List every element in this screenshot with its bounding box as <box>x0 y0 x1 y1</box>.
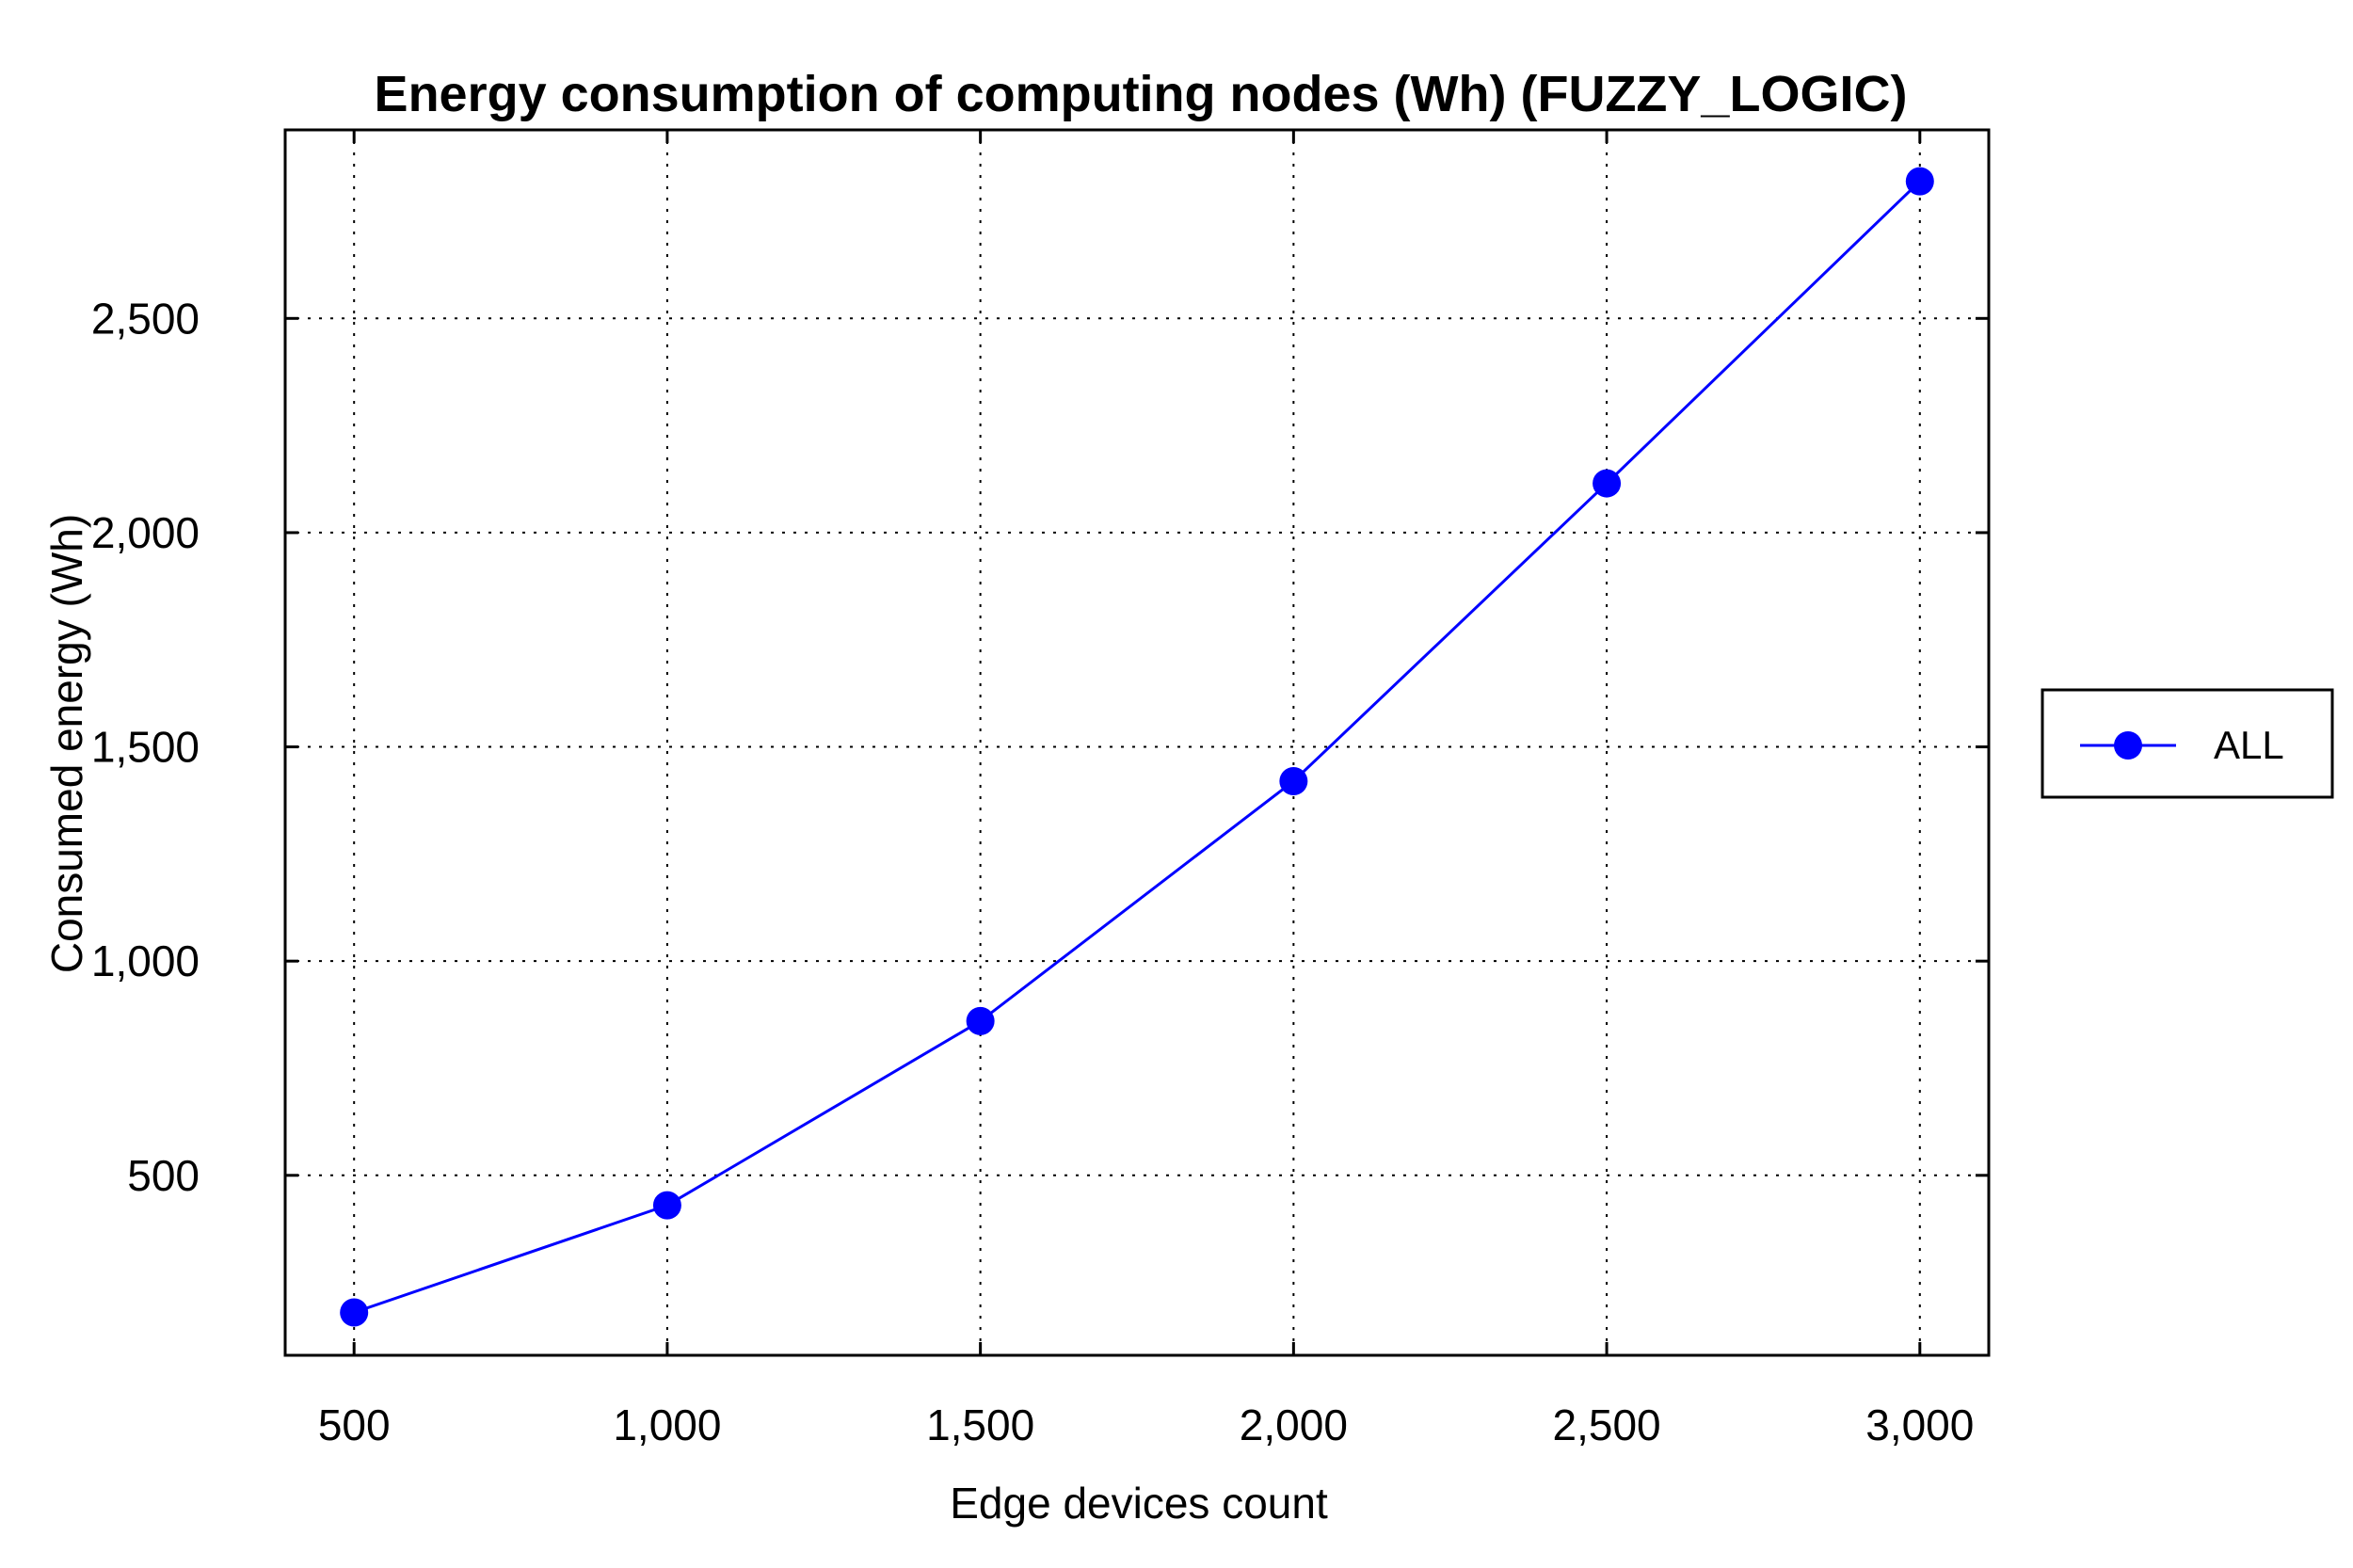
y-tick-label: 500 <box>127 1151 200 1200</box>
data-point <box>966 1006 995 1035</box>
y-tick-label: 2,000 <box>91 508 200 557</box>
x-tick-label: 3,000 <box>1865 1400 1974 1449</box>
legend-marker-swatch <box>2114 731 2142 760</box>
series-group <box>340 167 1934 1327</box>
x-axis-label: Edge devices count <box>950 1479 1328 1528</box>
grid-lines <box>285 130 1989 1355</box>
data-point <box>1905 167 1934 196</box>
y-tick-label: 2,500 <box>91 294 200 343</box>
legend-label: ALL <box>2214 723 2284 767</box>
y-axis-ticks: 500 1,000 1,500 2,000 2,500 <box>91 294 1989 1200</box>
legend: ALL <box>2041 688 2334 799</box>
data-point <box>1279 766 1308 795</box>
data-point <box>340 1298 369 1327</box>
x-tick-label: 2,500 <box>1553 1400 1661 1449</box>
chart-title: Energy consumption of computing nodes (W… <box>375 66 1908 122</box>
data-point <box>652 1191 681 1220</box>
x-tick-label: 1,000 <box>613 1400 721 1449</box>
x-tick-label: 500 <box>318 1400 391 1449</box>
data-point <box>1593 469 1622 498</box>
y-tick-label: 1,000 <box>91 936 200 985</box>
y-axis-label: Consumed energy (Wh) <box>42 514 91 973</box>
legend-box <box>2041 688 2334 799</box>
y-tick-label: 1,500 <box>91 723 200 772</box>
x-tick-label: 1,500 <box>926 1400 1034 1449</box>
series-line-all <box>353 180 1921 1314</box>
plot-area-frame <box>283 128 1991 1357</box>
x-axis-ticks: 500 1,000 1,500 2,000 2,500 3,000 <box>318 130 1974 1449</box>
x-tick-label: 2,000 <box>1240 1400 1348 1449</box>
